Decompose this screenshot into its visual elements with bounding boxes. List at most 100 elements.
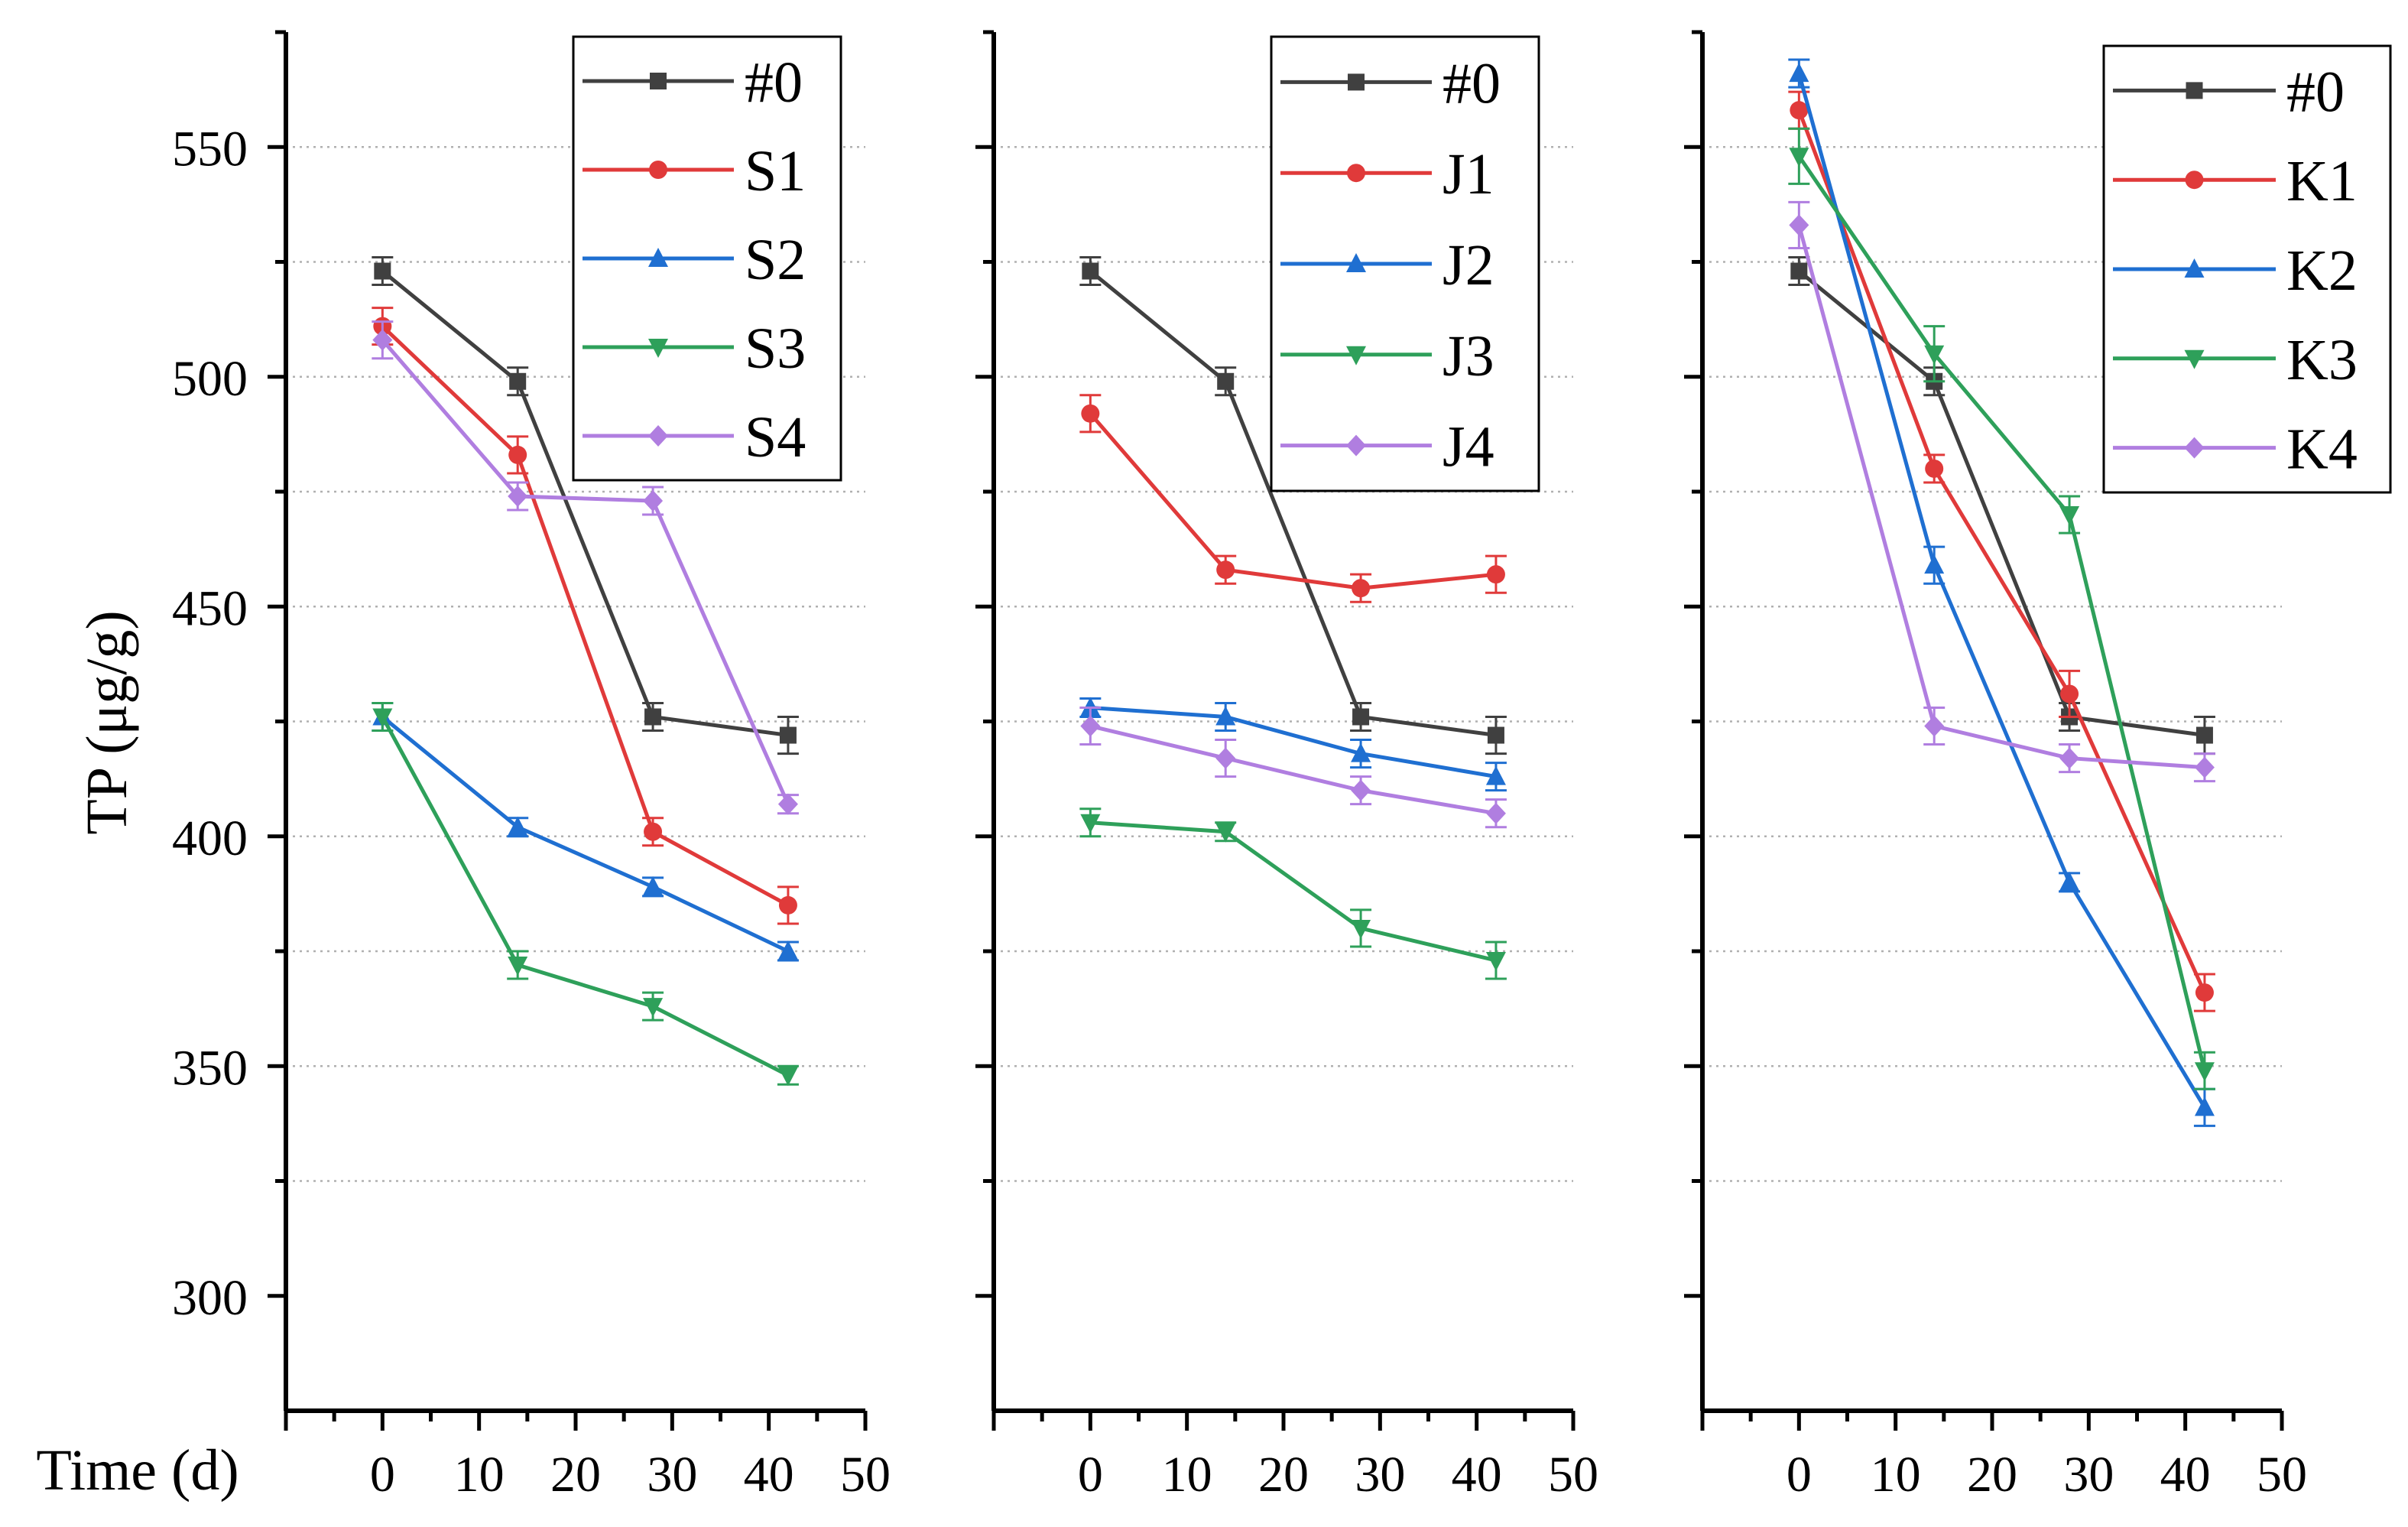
x-tick-label: 0 [1787,1447,1812,1503]
legend-marker [1346,346,1366,366]
data-point [1351,919,1371,939]
legend-marker [649,161,667,179]
legend-marker [1346,434,1366,456]
series-line [381,716,790,1077]
data-point [644,822,663,841]
panel-2: 0 10 20 30 40 50 #0 J1 J2 J3 J4 [975,30,1598,1503]
data-point [1215,706,1236,726]
data-point [372,708,393,728]
legend-label: #0 [745,50,803,115]
data-point [644,708,662,726]
legend: #0 J1 J2 J3 J4 [1270,35,1540,492]
data-point [643,876,664,895]
data-point [508,957,528,976]
data-point [1081,404,1100,423]
data-point [1080,814,1101,833]
series-h0 [1079,255,1507,755]
x-tick-label: 50 [2257,1447,2307,1503]
data-point [508,486,528,508]
x-tick-label: 10 [1162,1447,1212,1503]
series-K4 [1788,200,2215,783]
series-K1 [1788,90,2215,1012]
data-point [1924,715,1945,737]
legend-marker [2186,82,2203,99]
y-tick-label: 300 [172,1270,248,1326]
data-point [643,490,664,512]
x-tick-label: 10 [1871,1447,1921,1503]
data-point [2059,506,2080,526]
series-line [1090,820,1497,963]
data-point [778,895,797,915]
series-line [1797,154,2207,1071]
legend-marker [1347,164,1365,183]
legend: #0 S1 S2 S3 S4 [572,35,842,482]
data-point [1215,747,1236,769]
legend-label: J1 [1443,142,1494,206]
data-point [1485,952,1506,972]
legend-label: J4 [1443,415,1494,479]
legend-label: #0 [1443,51,1501,115]
data-point [1351,742,1371,762]
x-tick-label: 0 [370,1447,395,1503]
data-point [1924,345,1945,365]
series-line [381,715,790,954]
x-tick-label: 30 [2063,1447,2114,1503]
legend-label: S3 [745,317,806,381]
legend-marker [650,73,667,89]
legend-label: J3 [1443,324,1494,388]
legend-label: K1 [2286,149,2358,213]
data-point [1352,579,1371,598]
data-point [1789,148,1809,167]
x-axis-title: Time (d) [36,1438,239,1503]
panel-3: 0 10 20 30 40 50 #0 K1 K2 K3 K4 [1684,30,2392,1503]
series-J1 [1079,394,1507,603]
series-line [1089,412,1497,590]
legend-label: J2 [1443,233,1494,297]
data-point [2195,726,2213,744]
legend-label: K3 [2286,328,2358,392]
data-point [1486,565,1505,584]
data-point [1351,779,1371,801]
x-tick-label: 30 [647,1447,697,1503]
data-point [1487,726,1504,744]
x-tick-label: 30 [1355,1447,1405,1503]
data-point [509,372,527,390]
legend: #0 K1 K2 K3 K4 [2102,44,2392,494]
data-point [1352,708,1370,726]
legend-label: S4 [745,405,806,469]
series-J3 [1079,807,1507,980]
data-point [779,726,797,744]
legend-label: K2 [2286,239,2358,303]
legend-marker [2185,171,2204,190]
legend-label: K4 [2286,417,2358,482]
legend-marker [2184,437,2205,459]
data-point [643,998,664,1018]
data-point [1080,715,1101,737]
data-point [508,445,527,464]
data-point [1790,101,1809,120]
series-line [381,324,790,908]
legend-marker [648,339,668,358]
data-point [2060,684,2079,703]
data-point [1789,63,1809,83]
data-point [374,262,391,280]
data-point [508,816,528,836]
data-point [1924,554,1945,574]
panel-1: 300 350 400 450 500 550 0 10 20 30 40 50 #0 S1 S2 S3 S4 [172,30,891,1503]
series-line [381,339,790,805]
data-point [2194,756,2215,778]
data-point [777,1067,798,1087]
data-point [1216,560,1235,580]
legend-marker [1346,253,1366,272]
legend-marker [2184,258,2205,278]
data-point [1789,214,1809,236]
legend-marker [1348,73,1365,91]
x-tick-label: 40 [1452,1447,1502,1503]
series-line [1089,724,1497,816]
x-tick-label: 50 [1548,1447,1598,1503]
data-point [2194,1097,2215,1116]
data-point [372,329,393,351]
data-point [2059,871,2080,891]
